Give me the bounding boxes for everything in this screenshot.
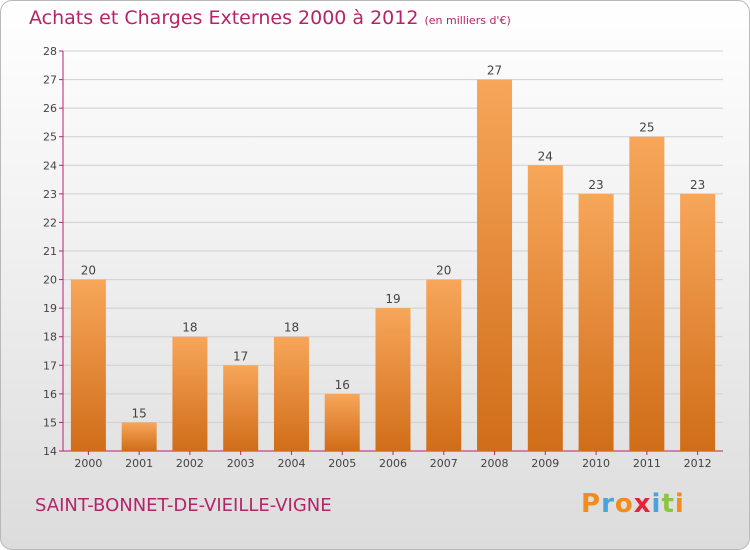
data-label: 16 (335, 378, 350, 392)
y-tick-label: 20 (43, 274, 57, 287)
commune-name: SAINT-BONNET-DE-VIEILLE-VIGNE (35, 495, 332, 516)
x-tick-label: 2008 (481, 457, 509, 470)
x-tick-label: 2003 (227, 457, 255, 470)
proxiti-logo: Proxiti (581, 489, 685, 519)
x-tick-label: 2005 (328, 457, 356, 470)
x-tick-label: 2012 (684, 457, 712, 470)
data-label: 25 (639, 121, 654, 135)
data-label: 18 (182, 321, 197, 335)
y-tick-label: 17 (43, 359, 57, 372)
x-tick-label: 2011 (633, 457, 661, 470)
bar (70, 279, 106, 451)
x-tick-label: 2001 (125, 457, 153, 470)
bar (578, 193, 614, 451)
y-tick-label: 16 (43, 388, 57, 401)
x-tick-label: 2010 (582, 457, 610, 470)
bar (680, 193, 716, 451)
x-tick-label: 2007 (430, 457, 458, 470)
y-tick-label: 14 (43, 445, 57, 458)
y-tick-label: 23 (43, 188, 57, 201)
y-tick-label: 22 (43, 216, 57, 229)
data-label: 17 (233, 349, 248, 363)
bar (527, 165, 563, 452)
bar (273, 336, 309, 451)
logo-letter: P (581, 489, 602, 519)
data-label: 19 (385, 292, 400, 306)
logo-letter: o (614, 489, 634, 519)
bar (426, 279, 462, 451)
bar (375, 308, 411, 451)
x-tick-label: 2002 (176, 457, 204, 470)
y-tick-label: 26 (43, 102, 57, 115)
bar (223, 365, 259, 451)
bar (324, 393, 360, 451)
y-tick-label: 25 (43, 131, 57, 144)
title-text: Achats et Charges Externes 2000 à 2012 (29, 7, 419, 29)
logo-letter: t (661, 489, 675, 519)
data-label: 20 (436, 264, 451, 278)
logo-letter: i (651, 489, 662, 519)
bar (477, 79, 513, 452)
x-tick-label: 2009 (531, 457, 559, 470)
chart-title: Achats et Charges Externes 2000 à 2012 (e… (29, 7, 511, 29)
chart-subtitle: (en milliers d'€) (424, 14, 511, 27)
y-tick-label: 27 (43, 74, 57, 87)
data-label: 15 (132, 406, 147, 420)
y-tick-label: 24 (43, 159, 57, 172)
x-tick-label: 2000 (74, 457, 102, 470)
data-label: 23 (690, 178, 705, 192)
data-label: 20 (81, 264, 96, 278)
data-label: 24 (538, 149, 553, 163)
y-tick-label: 21 (43, 245, 57, 258)
y-tick-label: 19 (43, 302, 57, 315)
y-tick-label: 28 (43, 45, 57, 58)
logo-letter: i (674, 489, 685, 519)
bar (172, 336, 208, 451)
y-tick-label: 15 (43, 416, 57, 429)
data-label: 18 (284, 321, 299, 335)
x-tick-label: 2004 (277, 457, 305, 470)
logo-letter: r (601, 489, 615, 519)
data-label: 27 (487, 64, 502, 78)
logo-letter: x (633, 489, 652, 519)
y-tick-label: 18 (43, 331, 57, 344)
bar (121, 422, 157, 451)
x-tick-label: 2006 (379, 457, 407, 470)
data-label: 23 (588, 178, 603, 192)
bar (629, 136, 665, 451)
